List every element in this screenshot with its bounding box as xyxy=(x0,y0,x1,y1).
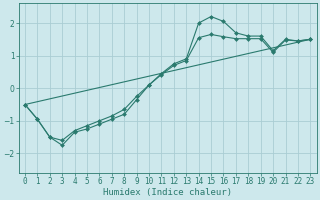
X-axis label: Humidex (Indice chaleur): Humidex (Indice chaleur) xyxy=(103,188,232,197)
